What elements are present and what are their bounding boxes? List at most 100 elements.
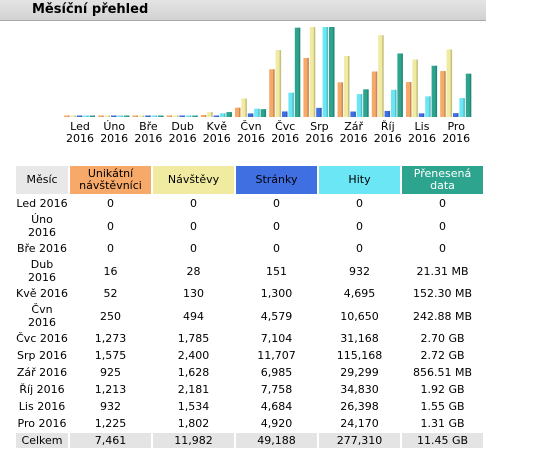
x-tick-year: 2016: [134, 132, 162, 145]
table-row: Lis 2016 932 1,534 4,684 26,398 1.55 GB: [16, 399, 483, 414]
section-title: Měsíční přehled: [32, 2, 149, 17]
col-bytes-cell: 2.72 GB: [420, 349, 465, 362]
bar-shade: [354, 111, 356, 117]
bar-shade: [183, 115, 185, 117]
bar-shade: [416, 59, 418, 117]
bar-shade: [375, 71, 378, 117]
bar-shade: [80, 115, 83, 117]
col-pages-header[interactable]: Stránky: [236, 166, 317, 194]
col-unique-visitors-cell: 0: [107, 242, 114, 255]
bar-5-series-3: [213, 115, 220, 117]
col-unique-visitors-cell: 1,273: [94, 332, 127, 345]
bar-shade: [388, 110, 391, 117]
x-tick-month: Úno: [103, 120, 125, 133]
col-unique-visitors-cell: 932: [100, 400, 121, 413]
col-visits-cell: 130: [183, 287, 204, 300]
col-bytes-cell: 242.88 MB: [412, 309, 473, 323]
col-bytes-cell: 0: [439, 242, 446, 255]
bar-shade: [204, 115, 207, 117]
bar-8-series-3: [316, 107, 322, 117]
col-bytes-cell: 856.51 MB: [412, 366, 473, 379]
bar-5-series-2: [207, 112, 213, 117]
x-tick-year: 2016: [442, 132, 470, 145]
col-hits-header[interactable]: Hity: [319, 166, 400, 194]
col-bytes-cell: 1.31 GB: [420, 417, 465, 430]
bar-2-series-1: [98, 115, 104, 117]
col-visits-cell: 1,802: [177, 417, 210, 430]
bar-shade: [313, 27, 316, 117]
col-unique-visitors-cell: 0: [107, 197, 114, 210]
col-unique-visitors-cell: 1,213: [94, 383, 127, 396]
table-row: Pro 2016 1,225 1,802 4,920 24,170 1.31 GB: [16, 416, 483, 431]
bar-11-series-1: [406, 82, 412, 117]
x-tick-year: 2016: [340, 132, 368, 145]
col-visits-cell: 28: [186, 264, 201, 278]
table-total-row: Celkem 7,461 11,982 49,188 277,310 11.45 GB: [16, 433, 483, 448]
bar-shade: [469, 73, 472, 117]
bar-shade: [155, 115, 158, 117]
bar-shade: [196, 115, 198, 117]
x-tick-year: 2016: [237, 132, 265, 145]
bar-shade: [382, 35, 384, 117]
bar-12-series-1: [440, 71, 446, 117]
bar-4-series-3: [179, 115, 185, 117]
x-tick-month: Bře: [139, 120, 158, 133]
bar-9-series-4: [356, 94, 363, 117]
bar-shade: [68, 115, 70, 117]
col-pages-cell: 4,920: [260, 417, 293, 430]
bar-shade: [162, 115, 164, 117]
monthly-bar-chart: Led2016Úno2016Bře2016Dub2016Kvě2016Čvn20…: [64, 27, 472, 145]
table-row: Bře 2016 0 0 0 0 0: [16, 241, 483, 256]
bar-5-series-4: [220, 113, 226, 117]
col-bytes-header[interactable]: Přenesená data: [402, 166, 483, 194]
bar-shade: [142, 115, 145, 117]
bar-shade: [230, 112, 232, 117]
col-unique-visitors-header[interactable]: Unikátní návštěvníci: [70, 166, 151, 194]
col-visits-header[interactable]: Návštěvy: [153, 166, 234, 194]
bar-shade: [74, 115, 76, 117]
col-month-cell: Říj 2016: [19, 383, 65, 396]
col-pages-cell: 4,579: [260, 309, 293, 323]
bar-1-series-3: [76, 115, 83, 117]
col-visits-cell: 2,181: [177, 383, 210, 396]
col-bytes-cell: 21.31 MB: [416, 264, 469, 278]
col-visits-cell: 1,534: [177, 400, 210, 413]
table-row: Úno 2016 0 0 0 0 0: [16, 213, 483, 239]
col-hits-cell: 0: [356, 197, 363, 210]
bar-1-series-5: [89, 115, 96, 117]
col-visits-cell: 1,628: [177, 366, 210, 379]
bar-shade: [463, 98, 465, 117]
col-pages-cell: 151: [266, 264, 287, 278]
bar-10-series-5: [397, 53, 403, 117]
bar-6-series-4: [254, 108, 260, 117]
bar-shade: [121, 115, 123, 117]
col-month-header[interactable]: Měsíc: [16, 166, 68, 194]
bar-shade: [307, 57, 309, 117]
col-month-cell: Zář 2016: [16, 366, 68, 379]
bar-6-series-1: [235, 107, 241, 117]
col-hits-cell: 4,695: [343, 287, 376, 300]
x-tick-year: 2016: [305, 132, 333, 145]
col-unique-visitors-cell: 1,225: [94, 417, 127, 430]
bar-shade: [429, 96, 431, 117]
bar-3-series-4: [151, 115, 158, 117]
bar-shade: [298, 27, 301, 117]
bar-3-series-2: [138, 115, 145, 117]
bar-shade: [251, 113, 254, 117]
x-tick-month: Srp: [310, 120, 329, 133]
monthly-stats-table: Měsíc Unikátní návštěvníci Návštěvy Stránky H…: [14, 164, 485, 450]
bar-12-series-2: [446, 49, 453, 117]
bar-shade: [292, 92, 294, 117]
col-unique-visitors-cell: 16: [103, 264, 118, 278]
col-pages-cell: 0: [273, 197, 280, 210]
col-hits-cell: 932: [349, 264, 370, 278]
bar-8-series-2: [309, 27, 316, 117]
col-hits-cell: 31,168: [340, 332, 379, 345]
bar-shade: [258, 108, 260, 117]
bar-shade: [217, 115, 220, 117]
bar-shade: [87, 115, 89, 117]
bar-shade: [435, 65, 438, 117]
bar-7-series-1: [269, 69, 275, 117]
col-pages-cell: 11,707: [257, 349, 296, 362]
col-hits-cell: 277,310: [319, 433, 400, 448]
